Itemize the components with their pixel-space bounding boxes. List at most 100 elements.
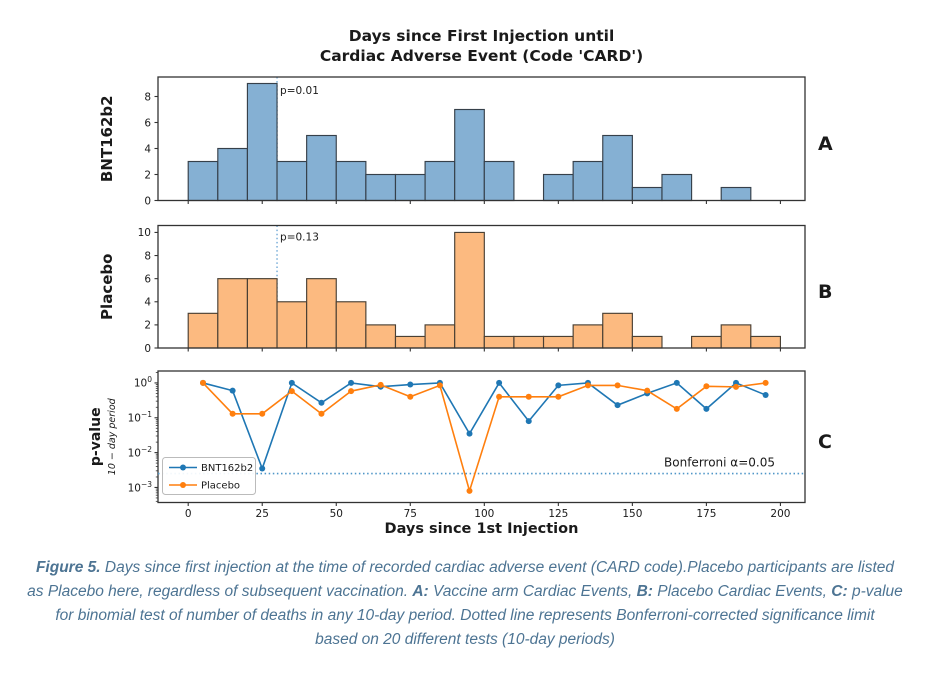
y-tick-label: 10−3 (128, 480, 153, 495)
legend: BNT162b2 Placebo (162, 457, 256, 495)
series-marker-BNT162b2 (614, 402, 621, 409)
x-tick-label: 125 (548, 508, 568, 520)
panel-frame (157, 224, 806, 349)
chart-element: −2 (141, 445, 152, 454)
y-tick-label: 8 (144, 91, 151, 103)
histogram-bar (661, 173, 693, 202)
caption-figure-number: Figure 5. (35, 559, 101, 576)
histogram-bar (394, 173, 426, 202)
caption-line-1: Figure 5. Days since first injection at … (0, 556, 930, 580)
series-marker-Placebo (555, 393, 562, 400)
series-marker-BNT162b2 (466, 430, 473, 437)
histogram-bar (365, 324, 397, 349)
x-tick-label: 150 (622, 508, 642, 520)
y-tick-label: 0 (144, 195, 151, 207)
series-marker-Placebo (762, 379, 769, 386)
histogram-bar (246, 278, 278, 349)
y-tick-label: 2 (144, 320, 151, 332)
histogram-bar (631, 186, 663, 202)
histogram-bar (631, 335, 663, 349)
series-marker-Placebo (614, 382, 621, 389)
caption-line-2: as Placebo here, regardless of subsequen… (0, 580, 930, 604)
panel-letter-label: A (818, 133, 833, 155)
chart-element: −3 (141, 480, 152, 489)
caption-text: p-value (847, 583, 903, 600)
panel-frame (157, 370, 806, 504)
caption-text: Placebo Cardiac Events, (652, 583, 832, 600)
y-tick-label: 10−2 (128, 445, 153, 460)
histogram-bar (335, 301, 367, 349)
chart-element: −1 (141, 410, 152, 419)
series-marker-Placebo (644, 387, 651, 394)
series-marker-BNT162b2 (496, 379, 503, 386)
caption-panel-b-ref: B: (636, 583, 653, 600)
x-tick-label: 75 (404, 508, 417, 520)
histogram-bar (483, 335, 515, 349)
series-marker-BNT162b2 (318, 399, 325, 406)
series-marker-BNT162b2 (525, 418, 532, 425)
histogram-bar (306, 278, 337, 349)
histogram-bar (365, 173, 397, 202)
series-marker-Placebo (466, 487, 473, 494)
histogram-panel-A: 0 2 4 6 8 p=0.01 BNT162b2 A (98, 76, 833, 207)
histogram-bar (276, 160, 308, 202)
series-marker-BNT162b2 (229, 387, 236, 394)
histogram-bar (306, 134, 337, 202)
x-tick-label: 50 (330, 508, 343, 520)
series-marker-BNT162b2 (762, 392, 769, 399)
chart-title: Cardiac Adverse Event (Code 'CARD') (320, 47, 643, 65)
histogram-bar (454, 108, 485, 202)
pvalue-panel-C: 100 10−1 10−2 10−3 0 25 50 75 100 125 150 175 200 Day… (88, 370, 832, 537)
series-marker-BNT162b2 (288, 379, 295, 386)
series-marker-Placebo (584, 382, 591, 389)
histogram-bar (750, 335, 781, 349)
histogram-bar (542, 335, 574, 349)
panel-ylabel: Placebo (98, 254, 116, 320)
histogram-bar (424, 160, 456, 202)
figure-caption: Figure 5. Days since first injection at … (0, 556, 930, 652)
series-marker-BNT162b2 (703, 405, 710, 412)
legend-label: Placebo (201, 481, 240, 492)
histogram-bar (691, 335, 722, 349)
legend-marker-sample (180, 464, 186, 471)
histogram-bar (454, 231, 485, 349)
caption-panel-a-ref: A: (412, 583, 429, 600)
y-tick-label: 6 (144, 117, 151, 129)
histogram-bar (424, 324, 456, 349)
series-marker-Placebo (377, 381, 384, 388)
histogram-bar (513, 335, 545, 349)
y-tick-label: 4 (144, 143, 151, 155)
series-line-BNT162b2 (202, 381, 766, 471)
x-axis-label: Days since 1st Injection (385, 521, 579, 537)
p-value-annotation: p=0.01 (280, 85, 319, 97)
histogram-bar (187, 312, 219, 349)
caption-text: as Placebo here, regardless of subsequen… (27, 583, 413, 600)
y-tick-label: 10−1 (128, 410, 153, 425)
panel-frame (157, 76, 806, 202)
y-tick-label: 100 (134, 375, 152, 390)
histogram-bar (276, 301, 308, 349)
series-marker-Placebo (318, 410, 325, 417)
series-marker-Placebo (200, 379, 207, 386)
series-marker-Placebo (259, 410, 266, 417)
bonferroni-label: Bonferroni α=0.05 (664, 456, 775, 470)
chart-title: Days since First Injection until (349, 27, 615, 45)
panel-ylabel: BNT162b2 (98, 95, 116, 182)
histogram-bar (394, 335, 426, 349)
histogram-bar (542, 173, 574, 202)
histogram-bar (217, 278, 249, 349)
series-marker-Placebo (525, 393, 532, 400)
p-value-annotation: p=0.13 (280, 232, 319, 244)
series-marker-BNT162b2 (673, 379, 680, 386)
figure-chart: Days since First Injection until Cardiac … (88, 27, 833, 537)
series-marker-Placebo (496, 393, 503, 400)
chart-element: 0 (147, 375, 152, 384)
histogram-bar (572, 324, 604, 349)
y-tick-label: 8 (144, 250, 151, 262)
x-tick-label: 175 (696, 508, 716, 520)
x-tick-label: 25 (256, 508, 269, 520)
histogram-bar (720, 186, 752, 202)
x-tick-label: 0 (185, 508, 192, 520)
series-marker-Placebo (288, 388, 295, 395)
